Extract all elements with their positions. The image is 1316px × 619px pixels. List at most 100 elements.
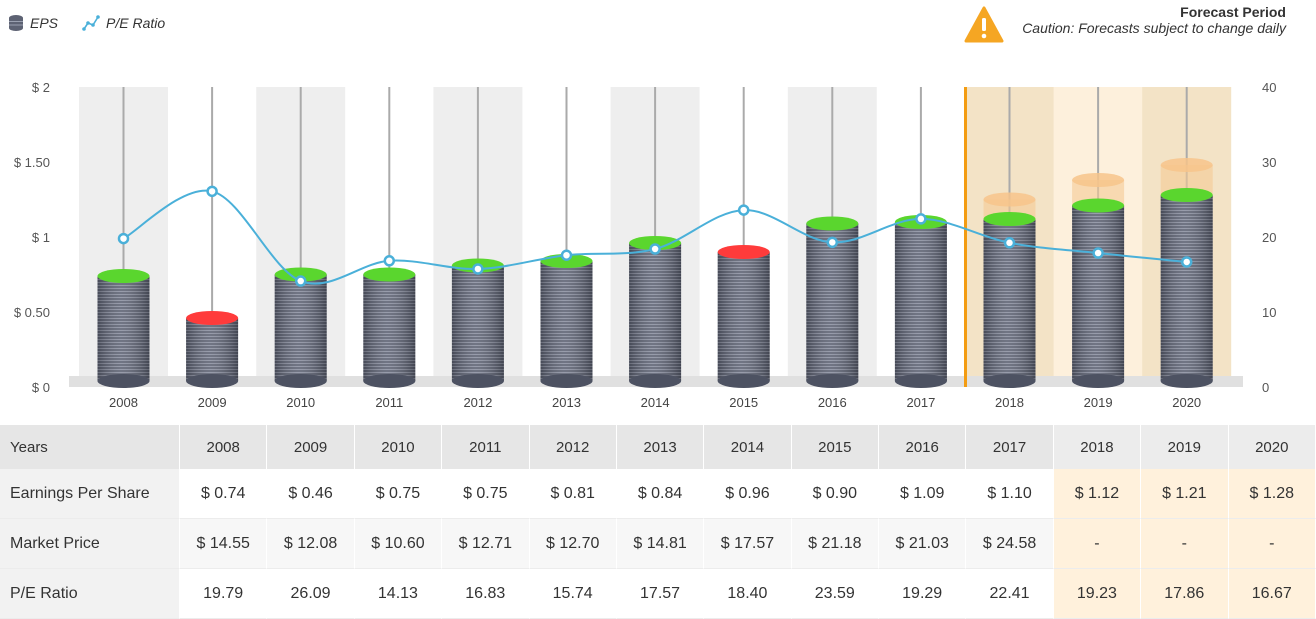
table-row-label: Earnings Per Share bbox=[0, 469, 180, 519]
forecast-high-top bbox=[1072, 173, 1124, 187]
table-header-year: 2018 bbox=[1054, 425, 1141, 469]
x-tick-label: 2016 bbox=[818, 395, 847, 410]
legend-item-pe[interactable]: P/E Ratio bbox=[82, 15, 165, 31]
table-cell: $ 12.08 bbox=[267, 519, 354, 569]
x-tick-label: 2012 bbox=[463, 395, 492, 410]
table-cell: $ 1.10 bbox=[966, 469, 1053, 519]
x-tick-label: 2018 bbox=[995, 395, 1024, 410]
y-left-tick-label: $ 1.50 bbox=[14, 155, 50, 170]
table-cell: $ 17.57 bbox=[704, 519, 791, 569]
table-cell: 26.09 bbox=[267, 569, 354, 619]
table-header-year: 2012 bbox=[530, 425, 617, 469]
pe-ratio-point bbox=[385, 256, 394, 265]
table-header-year: 2019 bbox=[1141, 425, 1228, 469]
y-right-tick-label: 20 bbox=[1262, 230, 1276, 245]
eps-bar-bottom bbox=[984, 374, 1036, 388]
y-left-tick-label: $ 1 bbox=[32, 230, 50, 245]
x-tick-label: 2013 bbox=[552, 395, 581, 410]
table-cell: 17.86 bbox=[1141, 569, 1228, 619]
table-header-year: 2016 bbox=[879, 425, 966, 469]
table-header-year: 2015 bbox=[792, 425, 879, 469]
table-cell: $ 1.21 bbox=[1141, 469, 1228, 519]
table-cell: - bbox=[1054, 519, 1141, 569]
table-cell: 15.74 bbox=[530, 569, 617, 619]
table-cell: $ 1.28 bbox=[1229, 469, 1316, 519]
pe-ratio-point bbox=[208, 187, 217, 196]
pe-ratio-point bbox=[296, 277, 305, 286]
table-cell: 22.41 bbox=[966, 569, 1053, 619]
eps-bar-bottom bbox=[629, 374, 681, 388]
pe-ratio-point bbox=[1182, 257, 1191, 266]
eps-bar-shade bbox=[98, 276, 150, 381]
table-cell: 16.67 bbox=[1229, 569, 1316, 619]
x-tick-label: 2020 bbox=[1172, 395, 1201, 410]
table-header-year: 2011 bbox=[442, 425, 529, 469]
table-cell: $ 0.90 bbox=[792, 469, 879, 519]
table-cell: - bbox=[1141, 519, 1228, 569]
table-header-year: 2017 bbox=[966, 425, 1053, 469]
forecast-high-top bbox=[984, 193, 1036, 207]
pe-ratio-point bbox=[562, 251, 571, 260]
table-header-years: Years bbox=[0, 425, 180, 469]
eps-bar-bottom bbox=[1161, 374, 1213, 388]
x-tick-label: 2014 bbox=[641, 395, 670, 410]
line-chart-icon bbox=[82, 15, 100, 31]
pe-ratio-point bbox=[473, 264, 482, 273]
y-left-tick-label: $ 0 bbox=[32, 380, 50, 395]
y-right-tick-label: 40 bbox=[1262, 80, 1276, 95]
x-tick-label: 2019 bbox=[1084, 395, 1113, 410]
table-header-year: 2020 bbox=[1229, 425, 1316, 469]
table-cell: $ 1.12 bbox=[1054, 469, 1141, 519]
table-row: Market Price$ 14.55$ 12.08$ 10.60$ 12.71… bbox=[0, 519, 1316, 569]
table-cell: 19.29 bbox=[879, 569, 966, 619]
x-tick-label: 2009 bbox=[198, 395, 227, 410]
table-cell: $ 0.96 bbox=[704, 469, 791, 519]
eps-bar-top bbox=[984, 212, 1036, 226]
y-right-tick-label: 10 bbox=[1262, 305, 1276, 320]
table-cell: $ 12.71 bbox=[442, 519, 529, 569]
table-cell: $ 12.70 bbox=[530, 519, 617, 569]
pe-ratio-point bbox=[739, 206, 748, 215]
eps-bar-shade bbox=[363, 275, 415, 382]
table-cell: $ 0.74 bbox=[180, 469, 267, 519]
table-cell: 23.59 bbox=[792, 569, 879, 619]
legend-item-eps[interactable]: EPS bbox=[8, 14, 58, 32]
table-cell: $ 21.18 bbox=[792, 519, 879, 569]
eps-bar-bottom bbox=[363, 374, 415, 388]
coin-stack-icon bbox=[8, 14, 24, 32]
table-header-year: 2008 bbox=[180, 425, 267, 469]
table-cell: 19.79 bbox=[180, 569, 267, 619]
x-tick-label: 2017 bbox=[906, 395, 935, 410]
table-cell: 14.13 bbox=[355, 569, 442, 619]
table-row-label: Market Price bbox=[0, 519, 180, 569]
eps-bar-bottom bbox=[1072, 374, 1124, 388]
pe-ratio-point bbox=[651, 245, 660, 254]
eps-bar-shade bbox=[629, 243, 681, 381]
x-tick-label: 2008 bbox=[109, 395, 138, 410]
eps-bar-bottom bbox=[98, 374, 150, 388]
eps-bar-bottom bbox=[895, 374, 947, 388]
y-right-tick-label: 30 bbox=[1262, 155, 1276, 170]
table-cell: $ 0.46 bbox=[267, 469, 354, 519]
eps-bar-bottom bbox=[806, 374, 858, 388]
x-tick-label: 2011 bbox=[375, 395, 403, 410]
forecast-high-top bbox=[1161, 158, 1213, 172]
eps-bar-shade bbox=[1161, 195, 1213, 381]
table-header-year: 2013 bbox=[617, 425, 704, 469]
forecast-note: Forecast Period Caution: Forecasts subje… bbox=[1022, 4, 1286, 36]
table-header-year: 2010 bbox=[355, 425, 442, 469]
legend-label-pe: P/E Ratio bbox=[106, 15, 165, 31]
eps-bar-shade bbox=[718, 252, 770, 381]
eps-bar-bottom bbox=[718, 374, 770, 388]
eps-bar-bottom bbox=[541, 374, 593, 388]
eps-bar-shade bbox=[1072, 206, 1124, 382]
legend-label-eps: EPS bbox=[30, 15, 58, 31]
table-header-year: 2009 bbox=[267, 425, 354, 469]
eps-bar-top bbox=[363, 268, 415, 282]
pe-ratio-point bbox=[916, 214, 925, 223]
table-cell: $ 21.03 bbox=[879, 519, 966, 569]
forecast-title: Forecast Period bbox=[1022, 4, 1286, 20]
eps-bar-top bbox=[1161, 188, 1213, 202]
